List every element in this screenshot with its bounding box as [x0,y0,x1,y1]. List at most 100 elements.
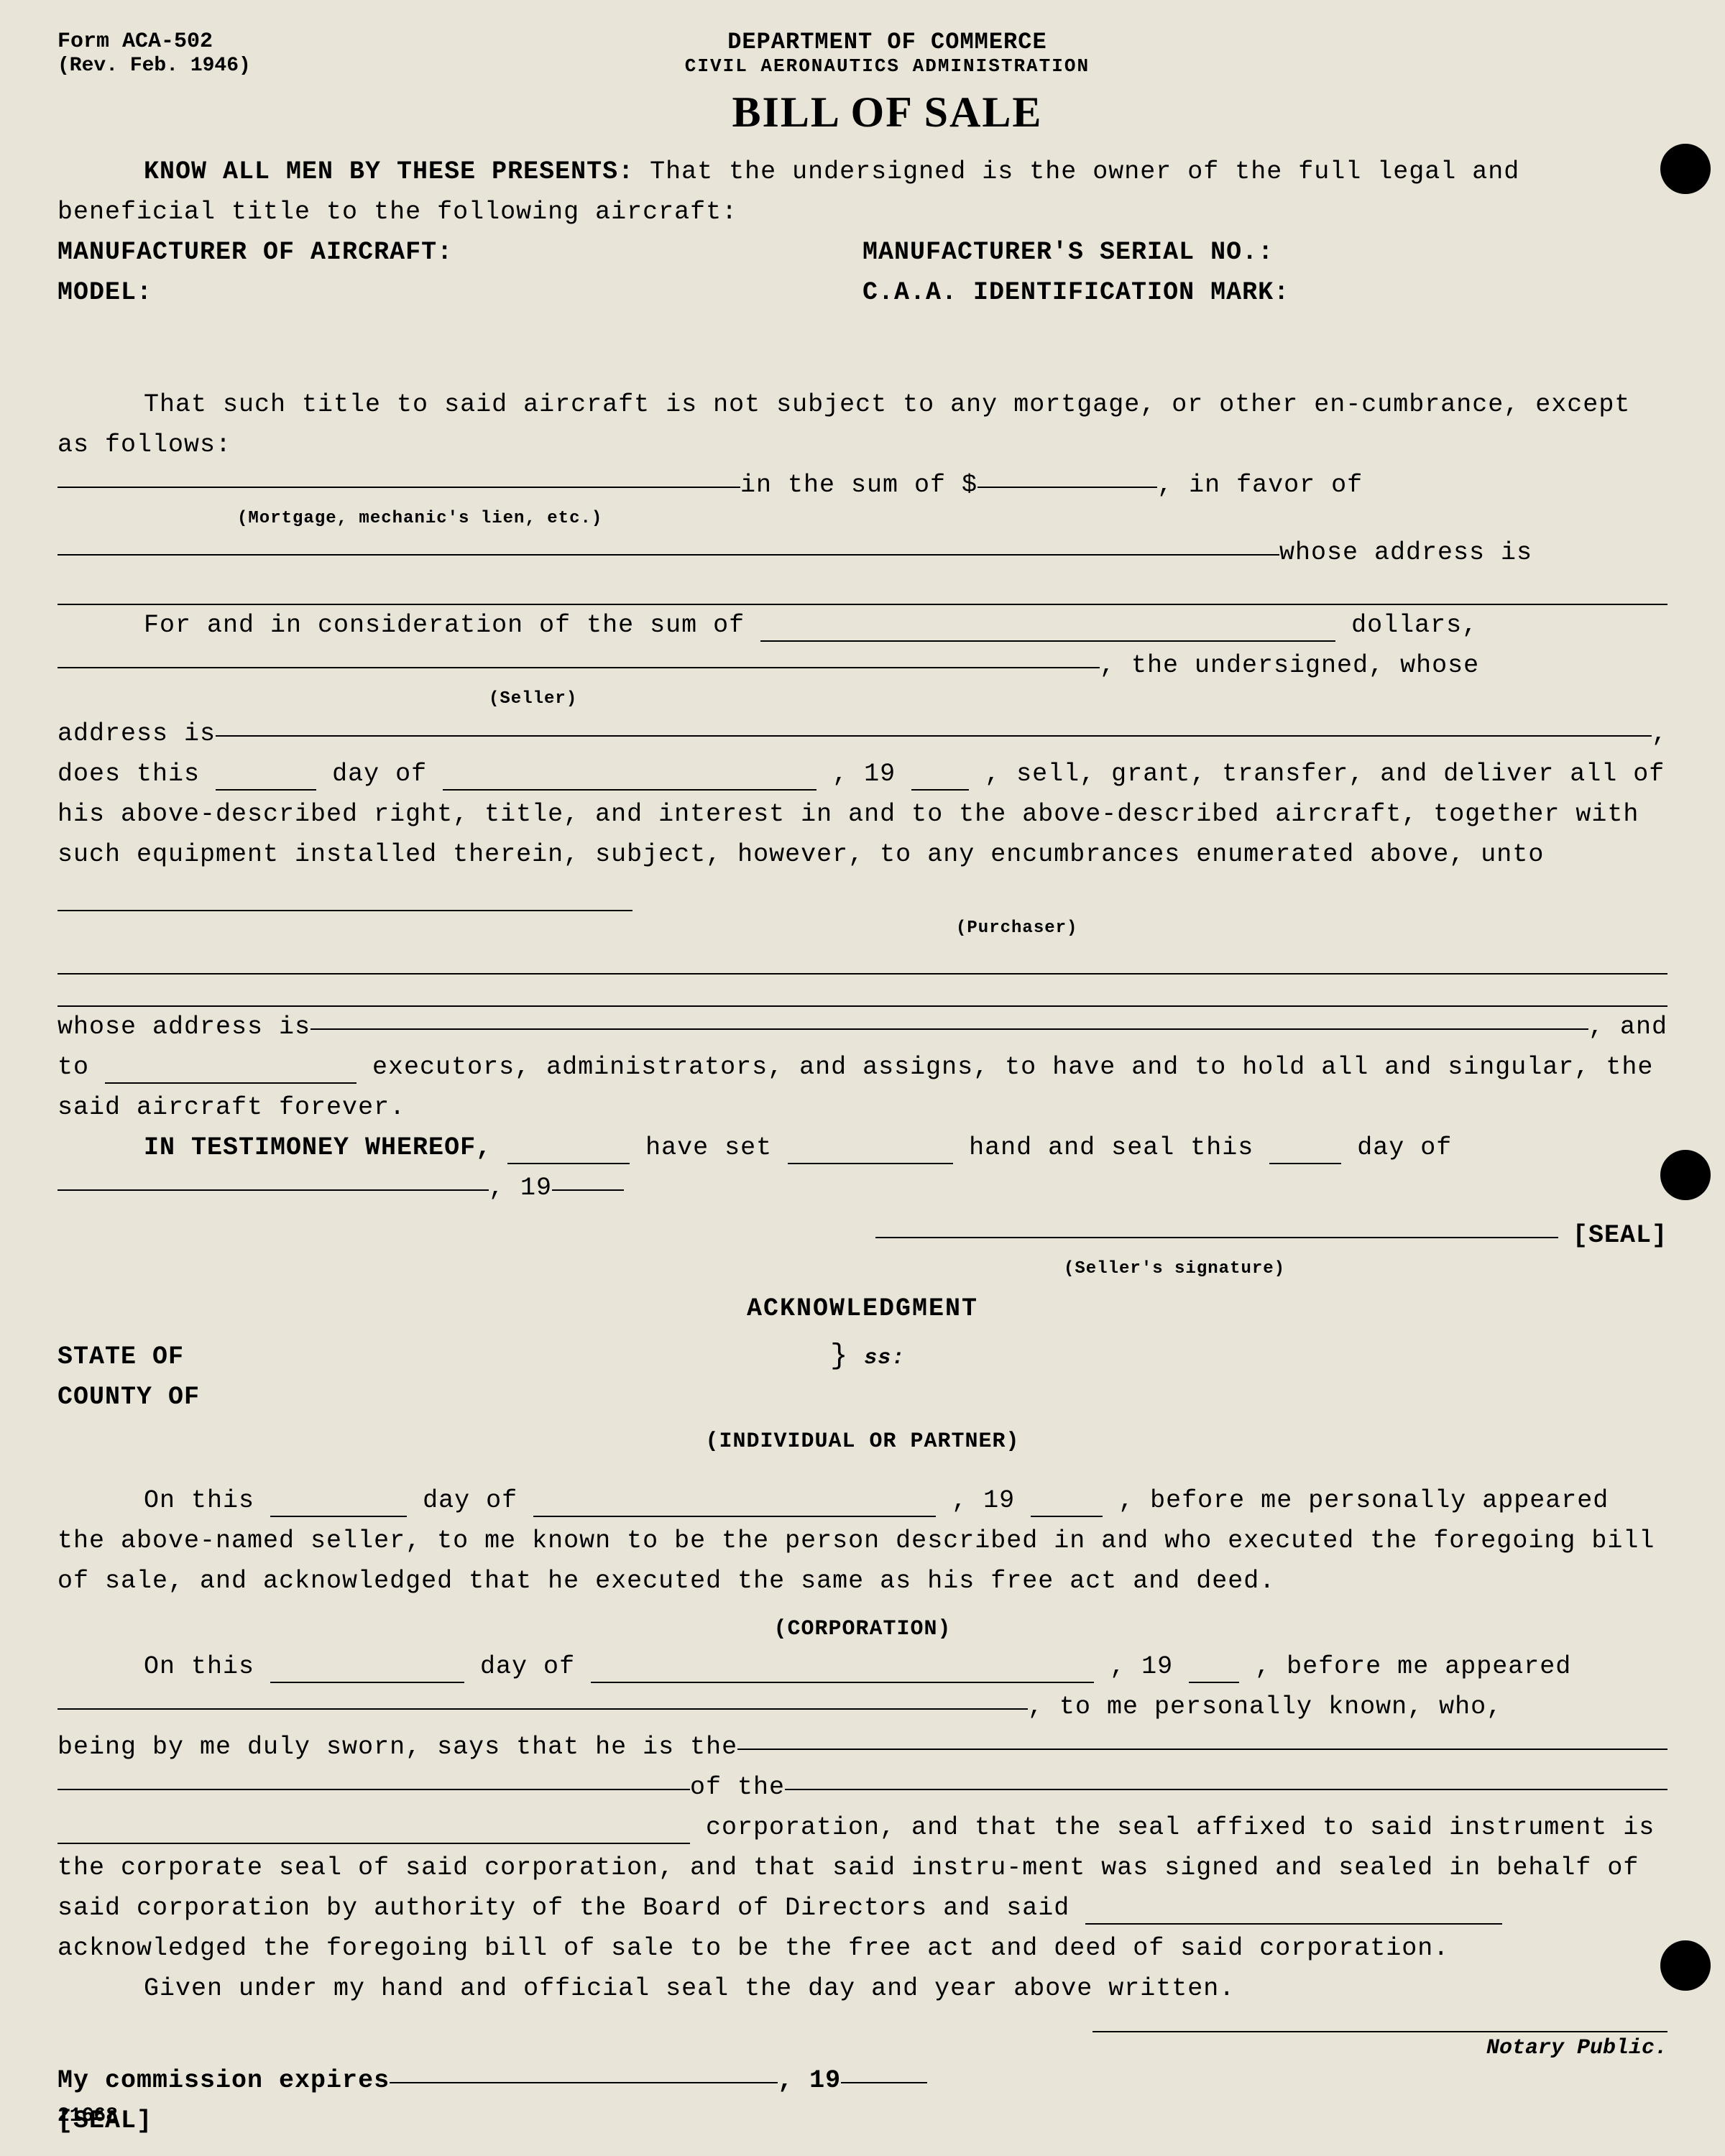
purchaser-sublabel: (Purchaser) [58,915,1668,942]
know-all-men: KNOW ALL MEN BY THESE PRESENTS: [144,157,634,186]
and-label: , and [1588,1007,1668,1047]
corp-year-prefix: , 19 [1110,1652,1173,1681]
corp-day-of: day of [480,1652,575,1681]
document-title: BILL OF SALE [107,88,1668,137]
ack-day-blank[interactable] [270,1516,407,1517]
sum-blank[interactable] [978,487,1157,488]
testimony-blank2[interactable] [788,1163,953,1164]
seller-address-blank[interactable] [216,735,1652,737]
position-blank[interactable] [737,1749,1668,1750]
testimony-year-blank[interactable] [552,1189,624,1191]
testimony-month-blank[interactable] [58,1189,489,1191]
undersigned-label: , the undersigned, whose [1100,645,1479,686]
whose-address-label: whose address is [1279,533,1532,573]
month-blank[interactable] [443,789,816,791]
corp-month-blank[interactable] [591,1682,1094,1683]
model-label: MODEL: [58,272,862,313]
commission-year-blank[interactable] [841,2082,927,2083]
hole-punch [1660,1150,1711,1200]
in-favor-label: , in favor of [1157,465,1363,505]
acknowledged-text: acknowledged the foregoing bill of sale … [58,1934,1449,1963]
mortgage-blank[interactable] [58,487,740,488]
address-blank-line[interactable] [58,580,1668,605]
directors-blank[interactable] [1085,1923,1502,1925]
to-label: to [58,1053,89,1082]
whose-address2: whose address is [58,1007,310,1047]
executors-text: executors, administrators, and assigns, … [58,1053,1653,1122]
acknowledgment-title: ACKNOWLEDGMENT [58,1294,1668,1323]
purchaser-line2[interactable] [58,982,1668,1007]
have-set-label: have set [645,1133,788,1162]
county-of-label: COUNTY OF [58,1377,830,1417]
testimony-label: IN TESTIMONEY WHEREOF, [144,1133,492,1162]
notary-sig-line[interactable] [1092,2031,1668,2032]
purchaser-blank[interactable] [58,910,632,911]
department-label: DEPARTMENT OF COMMERCE [107,29,1668,55]
corp-line2[interactable] [785,1789,1668,1790]
transfer-section: whose address is , and to executors, adm… [58,1007,1668,1283]
on-this-label: On this [144,1486,254,1515]
hole-punch [1660,1940,1711,1991]
corp-text: corporation, and that the seal affixed t… [58,1813,1655,1922]
testimony-day-blank[interactable] [1269,1163,1341,1164]
year-prefix-label: , 19 [832,760,896,788]
ack-month-blank[interactable] [533,1516,936,1517]
in-sum-label: in the sum of $ [740,465,978,505]
year2-label: , 19 [489,1168,552,1208]
encumbrance-section: That such title to said aircraft is not … [58,384,1668,605]
day-of2-label: day of [1357,1133,1452,1162]
ack-year-blank[interactable] [1031,1516,1103,1517]
ack-day-of: day of [423,1486,533,1515]
footer-number: 21668 [58,2105,118,2127]
sum-blank[interactable] [760,640,1335,642]
for-consideration: For and in consideration of the sum of [144,611,760,640]
individual-label: (INDIVIDUAL OR PARTNER) [58,1424,1668,1459]
hand-seal-label: hand and seal this [969,1133,1269,1162]
seal-label: [SEAL] [1573,1215,1668,1256]
state-of-label: STATE OF [58,1337,830,1377]
day-of-label: day of [332,760,443,788]
purchaser-line1[interactable] [58,949,1668,975]
header-center: DEPARTMENT OF COMMERCE CIVIL AERONAUTICS… [107,29,1668,137]
commission-date-blank[interactable] [390,2082,778,2083]
commission-section: My commission expires , 19 [SEAL] [58,2060,1668,2141]
corp-appeared: , before me appeared [1255,1652,1571,1681]
dollars-label: dollars, [1351,611,1478,640]
seller-sig-sublabel: (Seller's signature) [58,1256,1668,1283]
corp-line1[interactable] [58,1789,690,1790]
seller-sig-blank[interactable] [875,1237,1558,1238]
does-this-label: does this [58,760,216,788]
preamble-section: KNOW ALL MEN BY THESE PRESENTS: That the… [58,152,1668,313]
seller-sublabel: (Seller) [58,686,1668,713]
administration-label: CIVIL AERONAUTICS ADMINISTRATION [107,55,1668,77]
caa-label: C.A.A. IDENTIFICATION MARK: [862,272,1289,313]
of-the: of the [690,1767,785,1807]
given-text: Given under my hand and official seal th… [144,1974,1235,2003]
notary-seal-label: [SEAL] [58,2101,1668,2141]
to-blank[interactable] [105,1082,356,1084]
acknowledgment-section: STATE OF COUNTY OF } ss: (INDIVIDUAL OR … [58,1334,1668,2009]
address-is-label: address is [58,714,216,754]
ack-year-prefix: , 19 [952,1486,1015,1515]
purchaser-address-blank[interactable] [310,1028,1588,1030]
year-blank[interactable] [911,789,969,791]
corp-day-blank[interactable] [270,1682,464,1683]
form-header: Form ACA-502 (Rev. Feb. 1946) DEPARTMENT… [58,29,1668,137]
corp-name-blank[interactable] [58,1708,1028,1710]
favor-of-blank[interactable] [58,554,1279,556]
duly-sworn: being by me duly sworn, says that he is … [58,1727,737,1767]
day-blank[interactable] [216,789,316,791]
notary-public-label: Notary Public. [58,2036,1668,2060]
brace-icon: } [830,1334,848,1380]
manufacturer-label: MANUFACTURER OF AIRCRAFT: [58,232,862,272]
notary-signature-block: Notary Public. [58,2023,1668,2060]
testimony-blank1[interactable] [507,1163,630,1164]
corp-on-this: On this [144,1652,270,1681]
commission-expires: My commission expires [58,2060,390,2101]
ss-label: ss: [864,1346,905,1370]
seller-blank[interactable] [58,667,1100,668]
corp-line3[interactable] [58,1843,690,1844]
commission-year-prefix: , 19 [778,2060,841,2101]
corp-year-blank[interactable] [1189,1682,1239,1683]
personally-text: , before me personally appeared the abov… [58,1486,1655,1595]
